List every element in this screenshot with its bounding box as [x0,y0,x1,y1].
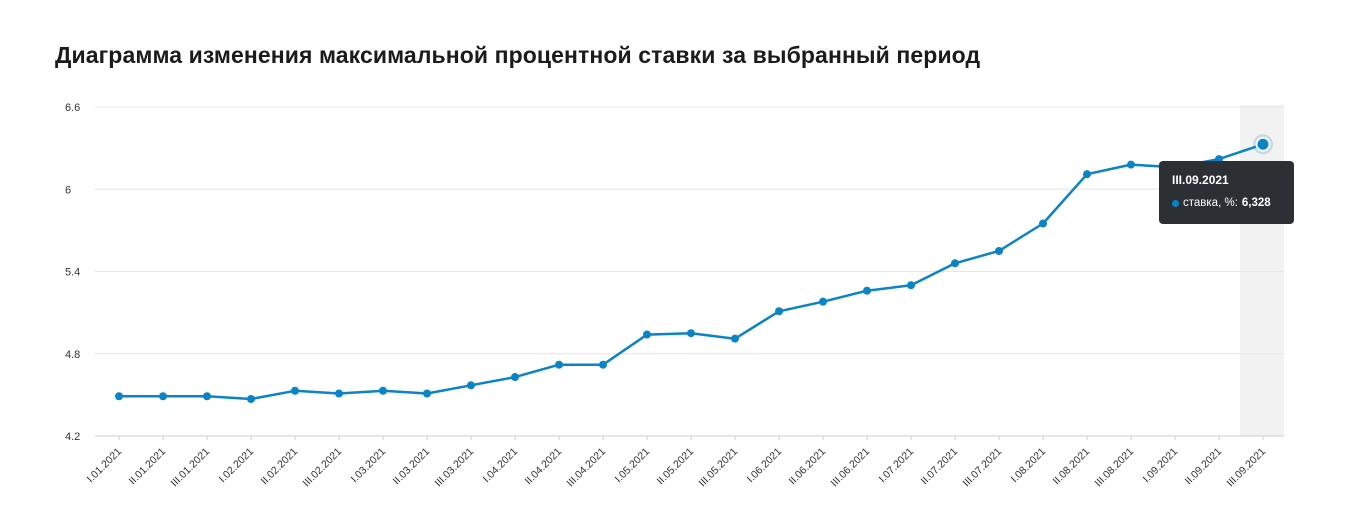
x-tick-label: II.03.2021 [391,446,433,488]
x-tick-label: III.02.2021 [301,446,345,490]
x-tick-label: III.01.2021 [169,446,213,490]
data-point[interactable] [379,386,387,395]
x-tick-label: I.08.2021 [1009,446,1049,486]
x-tick-label: I.06.2021 [745,446,785,486]
x-tick-label: III.06.2021 [829,446,873,490]
tooltip-row: ставка, %: 6,328 [1172,197,1294,209]
data-point[interactable] [731,334,739,343]
highlight-band [1240,105,1284,436]
tooltip-series-label: ставка, %: [1183,197,1238,209]
y-tick-label: 6.6 [65,102,80,114]
data-point[interactable] [555,360,563,369]
data-point[interactable] [467,381,475,390]
x-tick-label: II.05.2021 [655,446,697,488]
data-point[interactable] [203,392,211,401]
x-axis: I.01.2021 II.01.2021 III.01.2021 I.02.2021 I… [85,436,1269,490]
y-tick-label: 6 [65,184,71,196]
data-point[interactable] [1083,170,1091,179]
grid-lines [95,106,1284,437]
x-tick-label: II.07.2021 [919,446,961,488]
data-point[interactable] [775,307,783,316]
data-point[interactable] [115,392,123,401]
x-tick-label: III.07.2021 [961,446,1005,490]
y-axis: 4.2 4.8 5.4 6 6.6 [65,102,80,443]
x-tick-label: I.03.2021 [349,446,389,486]
x-tick-label: I.01.2021 [85,446,125,486]
x-tick-label: II.04.2021 [523,446,565,488]
data-point[interactable] [1039,219,1047,228]
data-point[interactable] [335,389,343,398]
y-tick-label: 4.8 [65,349,80,361]
x-tick-label: II.01.2021 [127,446,169,488]
data-point[interactable] [247,394,255,403]
x-tick-label: II.02.2021 [259,446,301,488]
x-tick-label: III.08.2021 [1093,446,1137,490]
x-tick-label: III.03.2021 [433,446,477,490]
x-tick-label: I.04.2021 [481,446,521,486]
data-point[interactable] [599,360,607,369]
data-points [115,134,1273,403]
data-point[interactable] [863,286,871,295]
data-point[interactable] [907,281,915,290]
data-point[interactable] [819,297,827,306]
data-point[interactable] [511,373,519,382]
data-point[interactable] [687,329,695,338]
x-tick-label: III.05.2021 [697,446,741,490]
y-tick-label: 5.4 [65,267,80,279]
tooltip-title: III.09.2021 [1172,173,1229,187]
data-point[interactable] [951,259,959,268]
tooltip-value: 6,328 [1241,197,1271,209]
x-tick-label: I.09.2021 [1141,446,1181,486]
x-tick-label: III.04.2021 [565,446,609,490]
x-tick-label: II.06.2021 [787,446,829,488]
x-tick-label: II.08.2021 [1051,446,1093,488]
y-tick-label: 4.2 [65,431,80,443]
tooltip: III.09.2021 ставка, %: 6,328 [1159,161,1294,224]
x-tick-label: III.09.2021 [1225,446,1269,490]
data-point[interactable] [643,330,651,339]
x-tick-label: II.09.2021 [1183,446,1225,488]
page-title: Диаграмма изменения максимальной процент… [55,42,981,68]
data-point[interactable] [159,392,167,401]
x-tick-label: I.05.2021 [613,446,653,486]
x-tick-label: I.02.2021 [217,446,257,486]
data-point[interactable] [291,386,299,395]
series-marker-icon [1172,199,1179,207]
data-point[interactable] [423,389,431,398]
active-data-point[interactable] [1255,136,1271,152]
data-point[interactable] [995,246,1003,255]
x-tick-label: I.07.2021 [877,446,917,486]
data-point[interactable] [1127,160,1135,169]
